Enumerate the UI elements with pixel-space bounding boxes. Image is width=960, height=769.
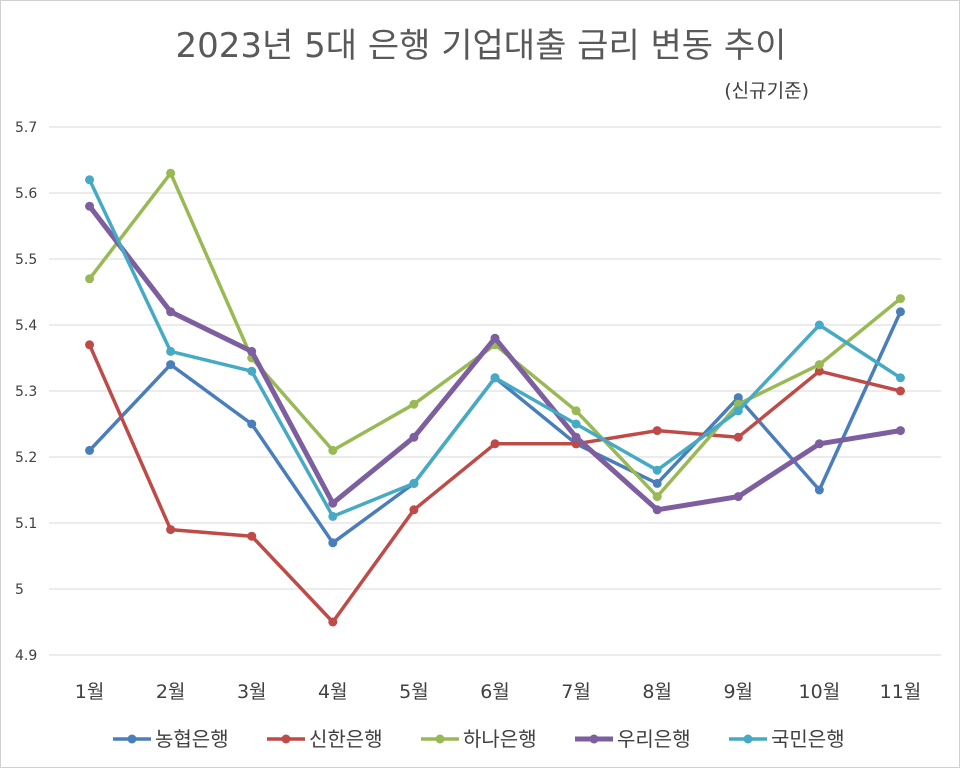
- y-tick-label: 5.6: [15, 186, 37, 202]
- legend-item: 우리은행: [575, 727, 691, 751]
- legend-swatch-marker: [589, 734, 599, 744]
- data-point: [85, 175, 95, 185]
- data-point: [733, 492, 743, 502]
- data-point: [166, 168, 176, 178]
- series-3: [85, 168, 905, 502]
- x-axis-ticks: 1월 2월 3월 4월 5월 6월 7월 8월 9월 10월 11월: [75, 681, 922, 703]
- legend-swatch-marker: [435, 734, 445, 744]
- data-point: [652, 465, 662, 475]
- data-point: [247, 366, 257, 376]
- series-4: [85, 201, 905, 515]
- data-point: [409, 505, 419, 515]
- data-point: [814, 485, 824, 495]
- x-tick-label: 3월: [237, 681, 267, 703]
- data-point: [490, 373, 500, 383]
- y-tick-label: 5: [15, 582, 24, 598]
- data-point: [247, 419, 257, 429]
- data-point: [409, 432, 419, 442]
- data-point: [895, 386, 905, 396]
- series-line: [87, 203, 903, 513]
- data-point: [328, 511, 338, 521]
- data-point: [490, 439, 500, 449]
- y-tick-label: 5.3: [15, 384, 37, 400]
- x-tick-label: 2월: [156, 681, 186, 703]
- data-point: [571, 419, 581, 429]
- data-point: [814, 439, 824, 449]
- data-point: [733, 432, 743, 442]
- y-tick-label: 5.7: [15, 120, 37, 136]
- data-point: [85, 201, 95, 211]
- data-point: [166, 346, 176, 356]
- data-point: [571, 406, 581, 416]
- y-tick-label: 5.5: [15, 252, 37, 268]
- legend-item: 신한은행: [267, 727, 383, 751]
- data-point: [247, 531, 257, 541]
- data-point: [85, 340, 95, 350]
- x-tick-label: 6월: [480, 681, 510, 703]
- series-line: [87, 343, 903, 624]
- legend-swatch-marker: [127, 734, 137, 744]
- legend-item: 하나은행: [421, 727, 537, 751]
- series-group: [85, 168, 905, 627]
- data-point: [166, 360, 176, 370]
- x-tick-label: 9월: [723, 681, 753, 703]
- data-point: [652, 505, 662, 515]
- data-point: [814, 360, 824, 370]
- data-point: [652, 426, 662, 436]
- gridlines: [49, 126, 941, 656]
- legend-item: 국민은행: [729, 727, 845, 751]
- x-tick-label: 1월: [75, 681, 105, 703]
- data-point: [571, 432, 581, 442]
- data-point: [895, 373, 905, 383]
- data-point: [895, 294, 905, 304]
- x-tick-label: 5월: [399, 681, 429, 703]
- x-tick-label: 8월: [642, 681, 672, 703]
- data-point: [409, 478, 419, 488]
- data-point: [328, 538, 338, 548]
- legend-label: 우리은행: [617, 727, 691, 751]
- data-point: [328, 498, 338, 508]
- y-tick-label: 4.9: [15, 648, 37, 664]
- data-point: [895, 426, 905, 436]
- x-tick-label: 4월: [318, 681, 348, 703]
- data-point: [733, 393, 743, 403]
- y-tick-label: 5.4: [15, 318, 37, 334]
- data-point: [652, 478, 662, 488]
- legend-swatch-marker: [281, 734, 291, 744]
- data-point: [247, 346, 257, 356]
- series-5: [85, 175, 905, 521]
- data-point: [328, 617, 338, 627]
- y-tick-label: 5.2: [15, 450, 37, 466]
- x-tick-label: 11월: [880, 681, 922, 703]
- data-point: [409, 399, 419, 409]
- chart-title: 2023년 5대 은행 기업대출 금리 변동 추이: [176, 26, 787, 66]
- data-point: [166, 307, 176, 317]
- data-point: [490, 333, 500, 343]
- y-tick-label: 5.1: [15, 516, 37, 532]
- data-point: [85, 274, 95, 284]
- data-point: [814, 366, 824, 376]
- data-point: [166, 525, 176, 535]
- legend-swatch-marker: [743, 734, 753, 744]
- legend-label: 신한은행: [309, 727, 383, 751]
- legend-label: 농협은행: [155, 727, 229, 751]
- data-point: [328, 445, 338, 455]
- legend-item: 농협은행: [113, 727, 229, 751]
- chart-subtitle: (신규기준): [724, 80, 809, 102]
- data-point: [895, 307, 905, 317]
- x-tick-label: 7월: [561, 681, 591, 703]
- legend-label: 하나은행: [463, 727, 537, 751]
- data-point: [814, 320, 824, 330]
- legend: 농협은행 신한은행 하나은행 우리은행 국민은행: [113, 727, 845, 751]
- x-tick-label: 10월: [799, 681, 841, 703]
- series-2: [85, 340, 905, 627]
- data-point: [652, 492, 662, 502]
- legend-label: 국민은행: [771, 727, 845, 751]
- y-axis-ticks: 4.9 5 5.1 5.2 5.3 5.4 5.5 5.6 5.7: [15, 120, 37, 664]
- data-point: [85, 445, 95, 455]
- data-point: [733, 406, 743, 416]
